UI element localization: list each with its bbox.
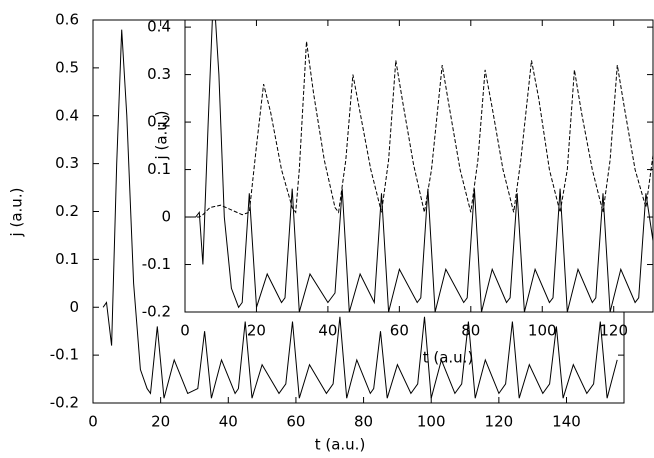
x-tick-label: 100 xyxy=(417,413,446,431)
y-tick-label: 0 xyxy=(69,298,79,316)
y-tick-label: 0.1 xyxy=(55,250,79,268)
x-tick-label: 0 xyxy=(180,322,190,340)
x-axis-label: t (a.u.) xyxy=(423,349,474,367)
x-tick-label: 120 xyxy=(599,322,628,340)
x-tick-label: 80 xyxy=(461,322,480,340)
y-tick-label: 0.4 xyxy=(55,106,79,124)
line-series xyxy=(185,41,653,218)
x-tick-label: 40 xyxy=(318,322,337,340)
y-tick-label: 0.3 xyxy=(55,154,79,172)
plot-area xyxy=(102,29,618,399)
x-axis-label: t (a.u.) xyxy=(315,436,366,454)
plot-area xyxy=(185,20,653,312)
y-tick-label: 0.1 xyxy=(147,160,171,178)
y-tick-label: 0.2 xyxy=(147,113,171,131)
x-tick-label: 120 xyxy=(485,413,514,431)
line-series xyxy=(185,20,653,312)
frame xyxy=(184,19,654,313)
y-tick-label: 0.5 xyxy=(55,58,79,76)
x-tick-label: 40 xyxy=(219,413,238,431)
x-tick-label: 20 xyxy=(247,322,266,340)
y-tick-label: -0.1 xyxy=(50,346,79,364)
line-series xyxy=(102,29,618,399)
y-tick-label: 0.4 xyxy=(147,18,171,36)
y-tick-label: 0.2 xyxy=(55,202,79,220)
x-tick-label: 140 xyxy=(552,413,581,431)
y-tick-label: 0.6 xyxy=(55,11,79,29)
inset-background xyxy=(185,20,653,312)
x-tick-label: 60 xyxy=(390,322,409,340)
y-tick-label: 0 xyxy=(161,208,171,226)
y-tick-label: -0.1 xyxy=(142,255,171,273)
y-tick-label: 0.3 xyxy=(147,65,171,83)
y-tick-label: -0.2 xyxy=(142,303,171,321)
x-tick-label: 20 xyxy=(151,413,170,431)
y-axis-label: j (a.u.) xyxy=(153,111,171,161)
x-tick-label: 0 xyxy=(88,413,98,431)
x-tick-label: 100 xyxy=(528,322,557,340)
x-tick-label: 60 xyxy=(286,413,305,431)
y-axis-label: j (a.u.) xyxy=(8,188,26,238)
y-tick-label: -0.2 xyxy=(50,394,79,412)
x-tick-label: 80 xyxy=(354,413,373,431)
